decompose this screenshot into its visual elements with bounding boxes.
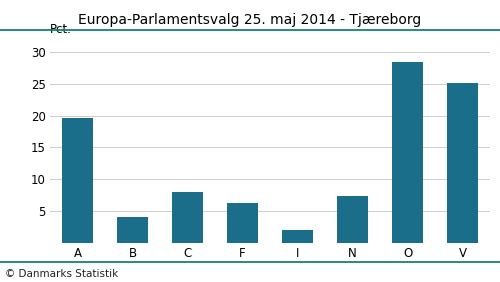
Text: Pct.: Pct. xyxy=(50,23,72,36)
Bar xyxy=(392,62,422,243)
Text: © Danmarks Statistik: © Danmarks Statistik xyxy=(5,269,118,279)
Bar xyxy=(448,83,478,243)
Bar xyxy=(228,203,258,243)
Bar xyxy=(338,196,368,243)
Text: Europa-Parlamentsvalg 25. maj 2014 - Tjæreborg: Europa-Parlamentsvalg 25. maj 2014 - Tjæ… xyxy=(78,13,422,27)
Bar xyxy=(118,217,148,243)
Bar xyxy=(282,230,312,243)
Bar xyxy=(172,192,203,243)
Bar xyxy=(62,118,92,243)
